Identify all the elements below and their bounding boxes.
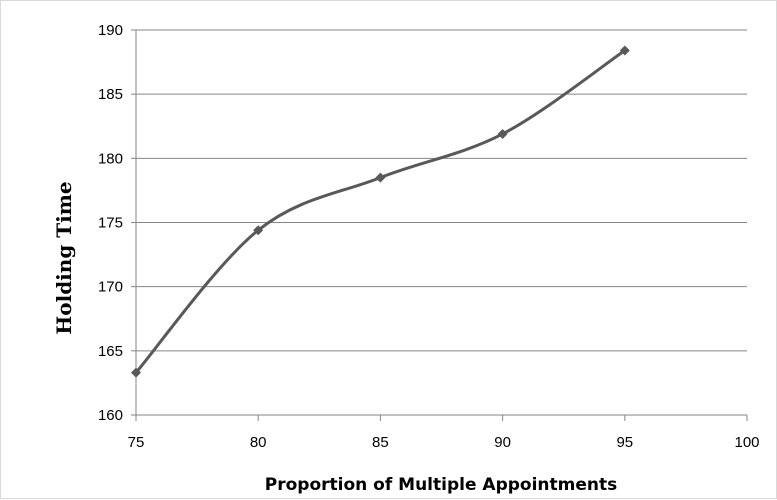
y-tick-label-165: 165 (98, 343, 123, 360)
x-tick-label-85: 85 (372, 434, 389, 451)
y-tick-label-185: 185 (98, 86, 123, 103)
axes (131, 29, 748, 421)
y-tick-label-175: 175 (98, 215, 123, 232)
series-layer (131, 45, 630, 378)
x-tick-label-90: 90 (494, 434, 511, 451)
data-point-90 (497, 128, 508, 139)
x-tick-label-95: 95 (616, 434, 633, 451)
y-tick-label-170: 170 (98, 279, 123, 296)
y-tick-label-180: 180 (98, 150, 123, 167)
y-tick-label-160: 160 (98, 407, 123, 424)
y-tick-labels: 160 165 170 175 180 185 190 (98, 22, 123, 424)
x-tick-label-80: 80 (250, 434, 267, 451)
data-point-75 (131, 367, 141, 378)
data-point-80 (253, 225, 264, 236)
x-tick-labels: 75 80 85 90 95 100 (128, 434, 760, 451)
x-axis-label: Proportion of Multiple Appointments (265, 475, 617, 495)
y-axis-label: Holding Time (52, 181, 76, 334)
data-point-95 (619, 45, 630, 56)
x-tick-label-75: 75 (128, 434, 145, 451)
data-point-85 (375, 172, 386, 183)
y-tick-label-190: 190 (98, 22, 123, 39)
gridlines (136, 29, 747, 352)
x-tick-label-100: 100 (734, 434, 759, 451)
series-line-0 (134, 49, 626, 374)
